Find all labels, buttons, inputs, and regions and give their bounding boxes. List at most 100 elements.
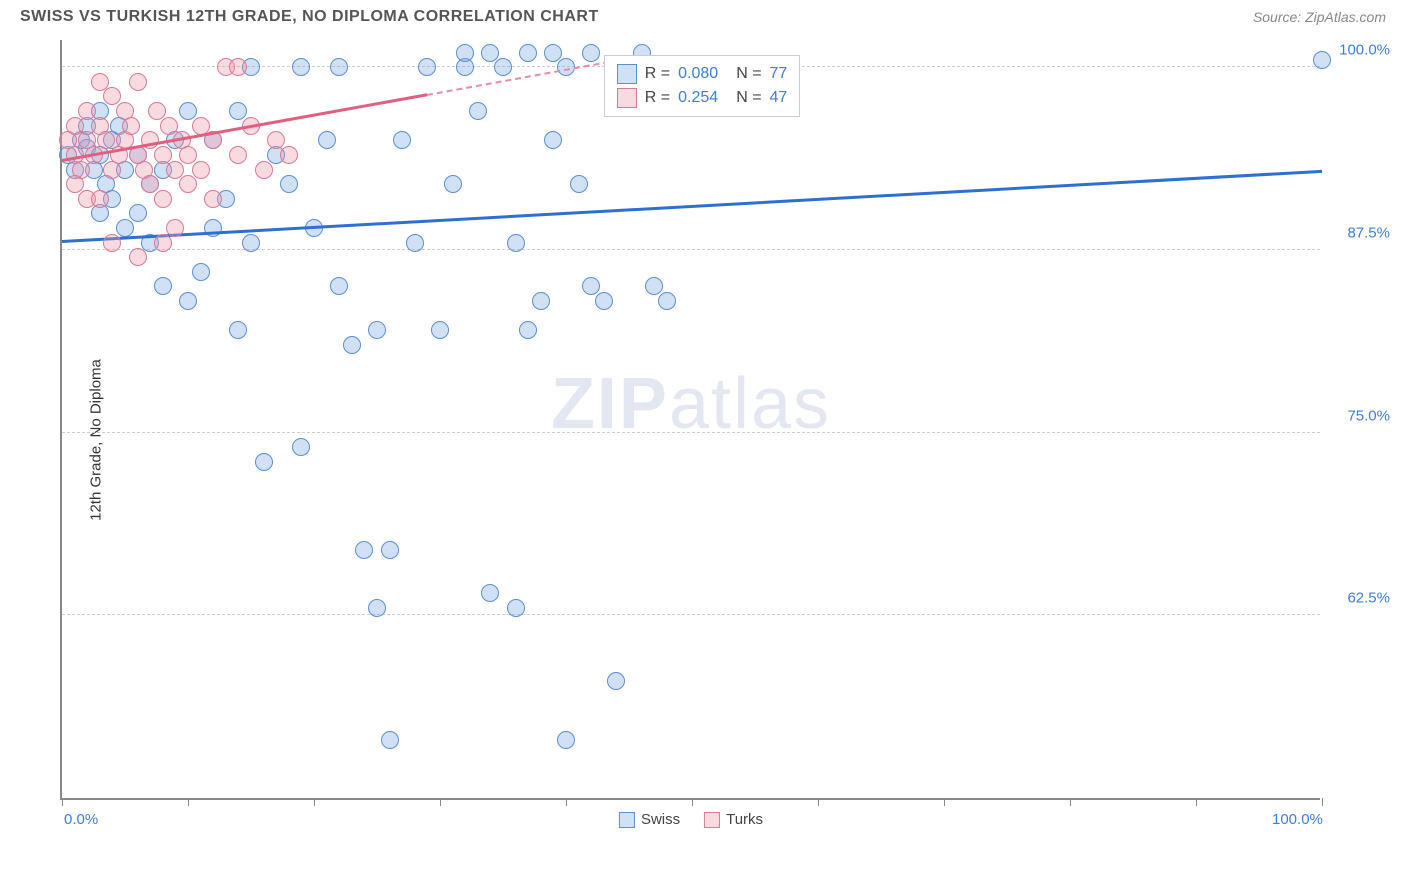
data-point bbox=[393, 131, 411, 149]
legend-r-value: 0.080 bbox=[678, 65, 718, 83]
data-point bbox=[204, 190, 222, 208]
y-tick-label: 75.0% bbox=[1330, 407, 1390, 424]
data-point bbox=[607, 672, 625, 690]
trend-line bbox=[62, 169, 1322, 242]
grid-line bbox=[62, 614, 1320, 615]
data-point bbox=[280, 146, 298, 164]
data-point bbox=[381, 731, 399, 749]
data-point bbox=[66, 117, 84, 135]
data-point bbox=[192, 161, 210, 179]
data-point bbox=[229, 321, 247, 339]
legend-swatch bbox=[617, 88, 637, 108]
data-point bbox=[494, 58, 512, 76]
x-tick-label: 100.0% bbox=[1272, 811, 1323, 828]
data-point bbox=[166, 161, 184, 179]
series-legend: Swiss Turks bbox=[619, 811, 763, 828]
data-point bbox=[418, 58, 436, 76]
data-point bbox=[557, 731, 575, 749]
data-point bbox=[141, 175, 159, 193]
data-point bbox=[103, 234, 121, 252]
x-tick bbox=[1196, 798, 1197, 806]
y-tick-label: 62.5% bbox=[1330, 590, 1390, 607]
data-point bbox=[179, 292, 197, 310]
data-point bbox=[519, 44, 537, 62]
data-point bbox=[469, 102, 487, 120]
data-point bbox=[507, 234, 525, 252]
data-point bbox=[116, 219, 134, 237]
data-point bbox=[179, 102, 197, 120]
plot-area: ZIPatlas 62.5%75.0%87.5%100.0%0.0%100.0%… bbox=[60, 40, 1320, 800]
data-point bbox=[381, 541, 399, 559]
data-point bbox=[229, 58, 247, 76]
legend-item: Swiss bbox=[619, 811, 680, 828]
data-point bbox=[78, 102, 96, 120]
y-tick-label: 87.5% bbox=[1330, 224, 1390, 241]
legend-n-label: N = bbox=[736, 65, 761, 83]
legend-item: Turks bbox=[704, 811, 763, 828]
data-point bbox=[355, 541, 373, 559]
y-tick-label: 100.0% bbox=[1330, 42, 1390, 59]
legend-r-value: 0.254 bbox=[678, 89, 718, 107]
data-point bbox=[658, 292, 676, 310]
data-point bbox=[544, 44, 562, 62]
data-point bbox=[229, 102, 247, 120]
data-point bbox=[97, 131, 115, 149]
data-point bbox=[481, 44, 499, 62]
x-tick bbox=[566, 798, 567, 806]
data-point bbox=[343, 336, 361, 354]
data-point bbox=[368, 321, 386, 339]
data-point bbox=[645, 277, 663, 295]
legend-r-label: R = bbox=[645, 89, 670, 107]
legend-label: Swiss bbox=[641, 811, 680, 828]
data-point bbox=[318, 131, 336, 149]
x-tick bbox=[62, 798, 63, 806]
data-point bbox=[519, 321, 537, 339]
data-point bbox=[154, 190, 172, 208]
data-point bbox=[129, 73, 147, 91]
data-point bbox=[179, 146, 197, 164]
data-point bbox=[292, 58, 310, 76]
grid-line bbox=[62, 432, 1320, 433]
data-point bbox=[91, 190, 109, 208]
data-point bbox=[1313, 51, 1331, 69]
source-attribution: Source: ZipAtlas.com bbox=[1253, 9, 1386, 25]
data-point bbox=[154, 234, 172, 252]
data-point bbox=[544, 131, 562, 149]
x-tick bbox=[1322, 798, 1323, 806]
data-point bbox=[255, 453, 273, 471]
data-point bbox=[406, 234, 424, 252]
data-point bbox=[267, 131, 285, 149]
x-tick bbox=[944, 798, 945, 806]
data-point bbox=[595, 292, 613, 310]
data-point bbox=[129, 248, 147, 266]
data-point bbox=[456, 44, 474, 62]
data-point bbox=[481, 584, 499, 602]
data-point bbox=[154, 146, 172, 164]
data-point bbox=[122, 117, 140, 135]
x-tick bbox=[314, 798, 315, 806]
data-point bbox=[91, 73, 109, 91]
legend-swatch bbox=[619, 812, 635, 828]
data-point bbox=[292, 438, 310, 456]
x-tick bbox=[188, 798, 189, 806]
x-tick-label: 0.0% bbox=[64, 811, 98, 828]
legend-n-value: 77 bbox=[770, 65, 788, 83]
legend-n-label: N = bbox=[736, 89, 761, 107]
x-tick bbox=[1070, 798, 1071, 806]
data-point bbox=[444, 175, 462, 193]
legend-swatch bbox=[704, 812, 720, 828]
data-point bbox=[255, 161, 273, 179]
data-point bbox=[280, 175, 298, 193]
data-point bbox=[507, 599, 525, 617]
data-point bbox=[66, 175, 84, 193]
data-point bbox=[582, 44, 600, 62]
data-point bbox=[160, 117, 178, 135]
chart-title: SWISS VS TURKISH 12TH GRADE, NO DIPLOMA … bbox=[20, 8, 599, 26]
data-point bbox=[368, 599, 386, 617]
data-point bbox=[229, 146, 247, 164]
stats-legend: R =0.080N =77R =0.254N =47 bbox=[604, 55, 801, 117]
legend-label: Turks bbox=[726, 811, 763, 828]
data-point bbox=[582, 277, 600, 295]
data-point bbox=[431, 321, 449, 339]
data-point bbox=[166, 219, 184, 237]
